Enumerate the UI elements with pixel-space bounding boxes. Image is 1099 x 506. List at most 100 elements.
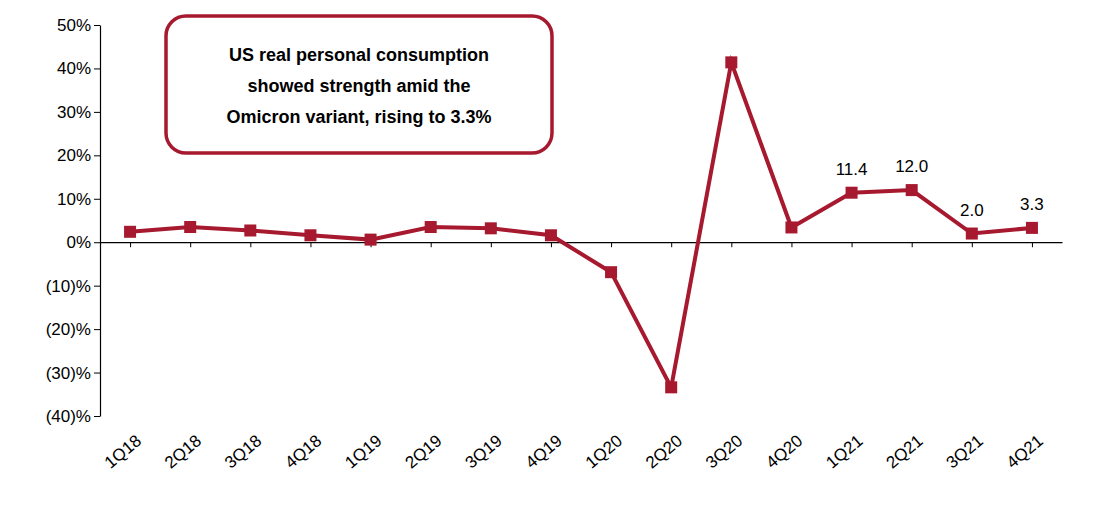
x-tick-label: 1Q20 xyxy=(582,431,626,472)
x-tick: 1Q19 xyxy=(341,242,385,472)
x-tick-label: 3Q20 xyxy=(702,431,746,472)
x-tick: 4Q21 xyxy=(1003,242,1047,472)
x-tick: 1Q21 xyxy=(822,242,866,472)
y-tick-label: (20)% xyxy=(46,320,91,339)
y-axis-line xyxy=(100,26,101,417)
y-tick-mark xyxy=(94,329,100,330)
y-tick: 20% xyxy=(57,146,100,165)
marker xyxy=(304,229,316,241)
x-tick-mark xyxy=(310,242,311,247)
x-tick-mark xyxy=(491,242,492,247)
y-tick-label: (10)% xyxy=(46,277,91,296)
y-tick-mark xyxy=(94,112,100,113)
data-label: 2.0 xyxy=(960,201,984,220)
x-tick: 1Q20 xyxy=(582,242,626,472)
line xyxy=(130,62,1032,387)
y-tick: (30)% xyxy=(46,363,100,382)
x-tick-label: 3Q18 xyxy=(221,431,265,472)
x-tick-label: 3Q19 xyxy=(462,431,506,472)
y-axis: (40)% (30)% (20)% (10)% 0% 10% 20% 30% 40% 50% xyxy=(46,16,101,426)
x-tick-label: 4Q20 xyxy=(762,431,806,472)
x-tick-mark xyxy=(731,242,732,247)
marker xyxy=(665,381,677,393)
data-label: 3.3 xyxy=(1020,195,1044,214)
chart-svg: (40)% (30)% (20)% (10)% 0% 10% 20% 30% 40% 50% 1Q1… xyxy=(0,0,1099,506)
x-tick-mark xyxy=(671,242,672,247)
marker xyxy=(184,221,196,233)
y-tick: 10% xyxy=(57,190,100,209)
x-tick: 2Q20 xyxy=(642,242,686,472)
marker xyxy=(906,184,918,196)
y-tick-label: 30% xyxy=(57,103,91,122)
annotation-box xyxy=(166,16,552,153)
x-tick-mark xyxy=(431,242,432,247)
x-tick: 4Q20 xyxy=(762,242,806,472)
y-tick-mark xyxy=(94,416,100,417)
x-tick-mark xyxy=(791,242,792,247)
y-tick: (40)% xyxy=(46,407,100,426)
marker xyxy=(425,221,437,233)
marker xyxy=(605,266,617,278)
x-tick-mark xyxy=(611,242,612,247)
y-tick: 30% xyxy=(57,103,100,122)
x-tick-label: 2Q18 xyxy=(161,431,205,472)
y-tick-mark xyxy=(94,25,100,26)
y-tick-label: 40% xyxy=(57,59,91,78)
y-tick-mark xyxy=(94,242,100,243)
x-tick-label: 4Q19 xyxy=(522,431,566,472)
x-tick-label: 2Q21 xyxy=(883,431,927,472)
y-tick-label: (40)% xyxy=(46,407,91,426)
y-tick-mark xyxy=(94,155,100,156)
y-tick-mark xyxy=(94,68,100,69)
y-tick: 40% xyxy=(57,59,100,78)
x-tick-label: 1Q19 xyxy=(341,431,385,472)
marker xyxy=(1026,222,1038,234)
x-tick-mark xyxy=(130,242,131,247)
y-tick-label: 0% xyxy=(66,233,91,252)
x-tick: 3Q21 xyxy=(943,242,987,472)
annotation-text: US real personal consumption xyxy=(229,45,489,65)
y-tick: 50% xyxy=(57,16,100,35)
chart-container: (40)% (30)% (20)% (10)% 0% 10% 20% 30% 40% 50% 1Q1… xyxy=(0,0,1099,506)
x-tick: 2Q18 xyxy=(161,242,205,472)
x-tick: 2Q21 xyxy=(883,242,927,472)
x-tick-mark xyxy=(912,242,913,247)
marker xyxy=(485,222,497,234)
data-label: 12.0 xyxy=(895,157,928,176)
marker xyxy=(785,221,797,233)
x-tick: 3Q18 xyxy=(221,242,265,472)
x-axis: 1Q182Q183Q184Q181Q192Q193Q194Q191Q202Q20… xyxy=(101,242,1063,472)
y-tick-mark xyxy=(94,199,100,200)
x-tick: 2Q19 xyxy=(402,242,446,472)
y-tick-label: 50% xyxy=(57,16,91,35)
data-labels: 11.4 12.0 2.0 3.3 xyxy=(836,157,1044,219)
x-tick: 1Q18 xyxy=(101,242,145,472)
marker xyxy=(966,228,978,240)
annotation: US real personal consumption showed stren… xyxy=(166,16,552,153)
y-tick: (20)% xyxy=(46,320,100,339)
marker xyxy=(725,56,737,68)
x-tick: 3Q20 xyxy=(702,242,746,472)
x-tick-mark xyxy=(972,242,973,247)
annotation-text: showed strength amid the xyxy=(247,76,470,96)
plot-area xyxy=(124,56,1038,393)
marker xyxy=(244,224,256,236)
y-tick-mark xyxy=(94,286,100,287)
x-tick-label: 1Q21 xyxy=(822,431,866,472)
x-axis-line xyxy=(101,242,1063,243)
x-tick-mark xyxy=(551,242,552,247)
x-tick: 3Q19 xyxy=(462,242,506,472)
y-tick-label: (30)% xyxy=(46,363,91,382)
marker xyxy=(846,187,858,199)
marker xyxy=(365,234,377,246)
marker xyxy=(124,226,136,238)
x-tick-label: 3Q21 xyxy=(943,431,987,472)
x-tick-label: 2Q20 xyxy=(642,431,686,472)
x-tick: 4Q19 xyxy=(522,242,566,472)
data-label: 11.4 xyxy=(836,160,868,179)
x-tick-label: 1Q18 xyxy=(101,431,145,472)
x-tick-mark xyxy=(190,242,191,247)
x-tick-label: 4Q21 xyxy=(1003,431,1047,472)
x-tick-label: 2Q19 xyxy=(402,431,446,472)
y-tick: 0% xyxy=(66,233,100,252)
